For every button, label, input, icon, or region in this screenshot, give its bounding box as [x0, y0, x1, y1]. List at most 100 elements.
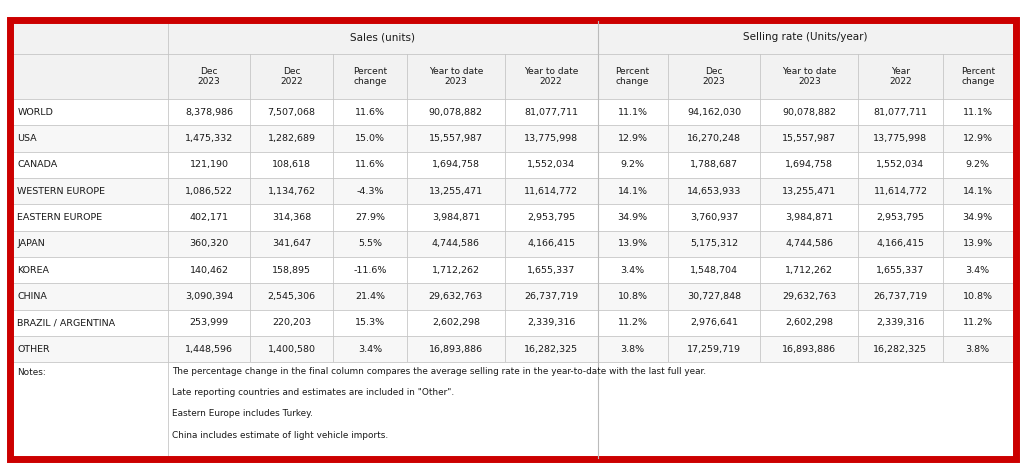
Text: 9.2%: 9.2%: [621, 161, 644, 169]
Bar: [13, 336, 168, 362]
Text: 15.3%: 15.3%: [354, 318, 385, 328]
Bar: [333, 310, 407, 336]
Text: 1,086,522: 1,086,522: [185, 187, 233, 196]
Text: 12.9%: 12.9%: [963, 134, 992, 143]
Text: 34.9%: 34.9%: [963, 213, 992, 222]
Text: 1,694,758: 1,694,758: [432, 161, 480, 169]
Text: 1,282,689: 1,282,689: [267, 134, 315, 143]
Bar: [333, 125, 407, 152]
Text: USA: USA: [17, 134, 37, 143]
Bar: [943, 125, 1013, 152]
Text: Year to date
2023: Year to date 2023: [782, 67, 837, 86]
Text: 90,078,882: 90,078,882: [782, 108, 837, 117]
Text: 14.1%: 14.1%: [617, 187, 647, 196]
Bar: [333, 257, 407, 284]
Bar: [407, 178, 505, 205]
Text: 3.8%: 3.8%: [621, 345, 644, 354]
Text: 16,282,325: 16,282,325: [873, 345, 928, 354]
Bar: [168, 125, 250, 152]
Bar: [598, 284, 668, 310]
Bar: [598, 99, 668, 125]
Text: 3.4%: 3.4%: [966, 266, 990, 275]
Text: Dec
2023: Dec 2023: [702, 67, 725, 86]
Text: 7,507,068: 7,507,068: [267, 108, 315, 117]
Text: 2,976,641: 2,976,641: [690, 318, 738, 328]
Text: China includes estimate of light vehicle imports.: China includes estimate of light vehicle…: [172, 431, 388, 439]
Bar: [668, 99, 760, 125]
Bar: [598, 257, 668, 284]
Text: 10.8%: 10.8%: [963, 292, 992, 301]
Bar: [407, 231, 505, 257]
Bar: [598, 178, 668, 205]
Text: Year
2022: Year 2022: [889, 67, 911, 86]
Bar: [250, 257, 333, 284]
Bar: [13, 99, 168, 125]
Bar: [168, 152, 250, 178]
Bar: [760, 99, 858, 125]
Text: 220,203: 220,203: [272, 318, 311, 328]
Text: 1,694,758: 1,694,758: [785, 161, 834, 169]
Bar: [505, 336, 598, 362]
Bar: [168, 205, 250, 231]
Bar: [858, 231, 943, 257]
Bar: [250, 310, 333, 336]
Text: 5.5%: 5.5%: [357, 240, 382, 249]
Bar: [168, 257, 250, 284]
Bar: [168, 178, 250, 205]
Bar: [13, 231, 168, 257]
Text: 90,078,882: 90,078,882: [429, 108, 483, 117]
Bar: [668, 284, 760, 310]
Text: 11.1%: 11.1%: [963, 108, 992, 117]
Bar: [858, 257, 943, 284]
Text: WESTERN EUROPE: WESTERN EUROPE: [17, 187, 105, 196]
Text: Year to date
2022: Year to date 2022: [524, 67, 579, 86]
Text: 11,614,772: 11,614,772: [524, 187, 579, 196]
Text: 3.8%: 3.8%: [966, 345, 990, 354]
Text: Notes:: Notes:: [17, 368, 46, 377]
Text: 3.4%: 3.4%: [357, 345, 382, 354]
Bar: [13, 205, 168, 231]
Text: 12.9%: 12.9%: [617, 134, 647, 143]
Text: 11.6%: 11.6%: [354, 108, 385, 117]
Text: 17,259,719: 17,259,719: [687, 345, 741, 354]
Text: 81,077,711: 81,077,711: [524, 108, 579, 117]
Text: 1,788,687: 1,788,687: [690, 161, 738, 169]
Text: Selling rate (Units/year): Selling rate (Units/year): [742, 32, 867, 43]
Bar: [760, 125, 858, 152]
Bar: [668, 231, 760, 257]
Text: 13,255,471: 13,255,471: [429, 187, 483, 196]
Bar: [407, 99, 505, 125]
Text: 13,255,471: 13,255,471: [782, 187, 837, 196]
Text: 108,618: 108,618: [272, 161, 311, 169]
Text: 16,893,886: 16,893,886: [782, 345, 837, 354]
Text: 81,077,711: 81,077,711: [873, 108, 928, 117]
Bar: [333, 99, 407, 125]
Bar: [333, 284, 407, 310]
Bar: [668, 310, 760, 336]
Text: 1,475,332: 1,475,332: [185, 134, 233, 143]
Text: 16,893,886: 16,893,886: [429, 345, 483, 354]
Text: 140,462: 140,462: [189, 266, 228, 275]
Text: 29,632,763: 29,632,763: [782, 292, 837, 301]
Text: Dec
2023: Dec 2023: [198, 67, 220, 86]
Bar: [168, 54, 250, 99]
Text: 14,653,933: 14,653,933: [687, 187, 741, 196]
Bar: [250, 125, 333, 152]
Text: 1,134,762: 1,134,762: [267, 187, 315, 196]
Text: 3.4%: 3.4%: [621, 266, 644, 275]
Text: 2,602,298: 2,602,298: [432, 318, 480, 328]
Text: 3,984,871: 3,984,871: [432, 213, 480, 222]
Bar: [760, 336, 858, 362]
Bar: [13, 21, 168, 54]
Bar: [407, 336, 505, 362]
Bar: [333, 336, 407, 362]
Text: 1,552,034: 1,552,034: [527, 161, 575, 169]
Text: 1,448,596: 1,448,596: [185, 345, 233, 354]
Bar: [943, 336, 1013, 362]
Text: 13,775,998: 13,775,998: [524, 134, 579, 143]
Text: 94,162,030: 94,162,030: [687, 108, 741, 117]
Text: 1,712,262: 1,712,262: [785, 266, 834, 275]
Text: 2,953,795: 2,953,795: [877, 213, 925, 222]
Text: 11.1%: 11.1%: [617, 108, 647, 117]
Bar: [760, 54, 858, 99]
